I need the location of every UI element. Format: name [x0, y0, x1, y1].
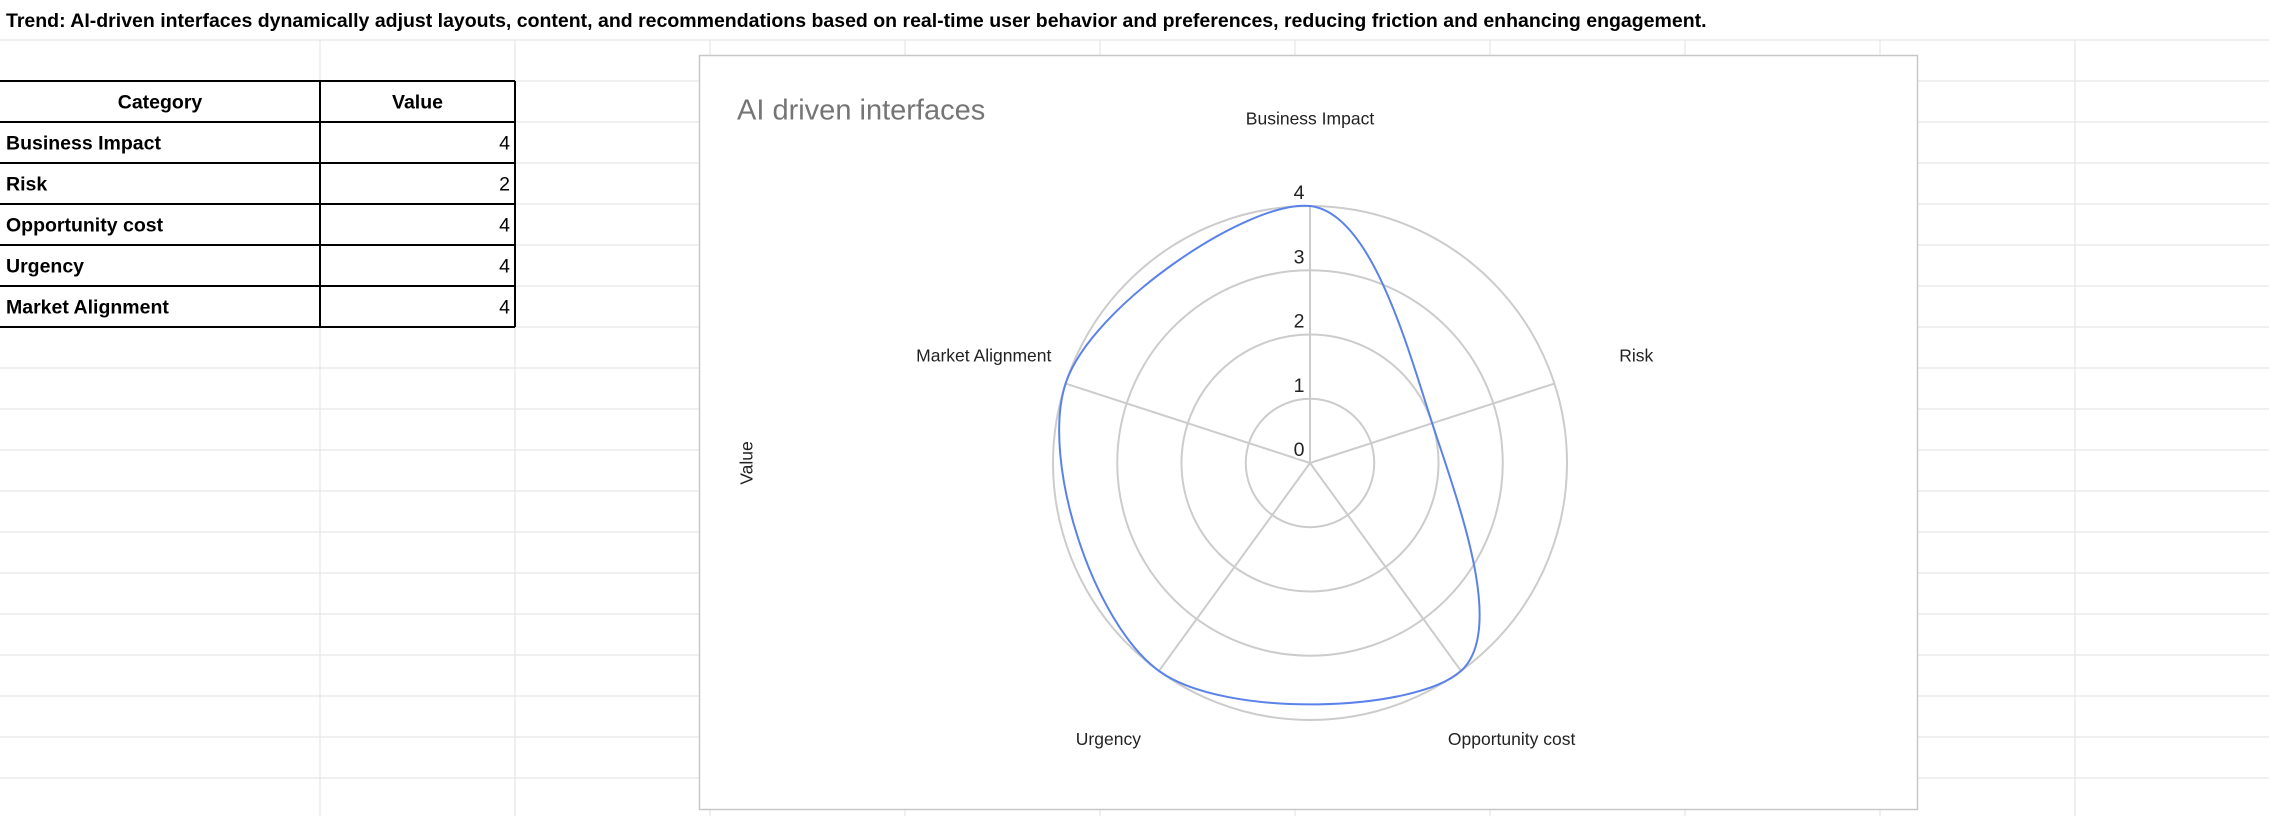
axis-label: Value	[737, 441, 757, 484]
category-label: Business Impact	[1246, 109, 1375, 129]
y-tick-label: 0	[1294, 439, 1305, 461]
category-label: Opportunity cost	[1448, 729, 1576, 749]
y-tick-label: 1	[1294, 375, 1305, 397]
value-cell: 4	[499, 297, 510, 319]
value-cell: 4	[499, 215, 510, 237]
category-label: Market Alignment	[916, 346, 1051, 366]
series-line	[1058, 204, 1481, 706]
radar-chart: Business Impact Risk Opportunity cost Urgen…	[916, 109, 1653, 749]
category-cell: Business Impact	[6, 133, 161, 155]
y-tick-label: 2	[1294, 311, 1305, 333]
column-header: Value	[392, 92, 443, 114]
chart-title: AI driven interfaces	[737, 95, 985, 127]
column-header: Category	[118, 92, 203, 114]
value-cell: 4	[499, 133, 510, 155]
chart-box	[698, 54, 1919, 811]
category-label: Urgency	[1076, 729, 1141, 749]
y-tick-label: 3	[1294, 246, 1305, 268]
spoke	[1309, 462, 1462, 672]
category-cell: Market Alignment	[6, 297, 169, 319]
category-cell: Urgency	[6, 256, 84, 278]
data-table: Category Value Business Impact 4 Risk 2 Opport…	[0, 80, 516, 328]
trend-text: Trend: AI-driven interfaces dynamically …	[6, 10, 1707, 32]
spoke	[1065, 382, 1311, 464]
spoke	[1158, 462, 1311, 672]
value-cell: 4	[499, 256, 510, 278]
category-label: Risk	[1619, 346, 1653, 366]
category-cell: Opportunity cost	[6, 215, 164, 237]
category-cell: Risk	[6, 174, 47, 196]
value-cell: 2	[499, 174, 510, 196]
y-tick-label: 4	[1294, 182, 1305, 204]
